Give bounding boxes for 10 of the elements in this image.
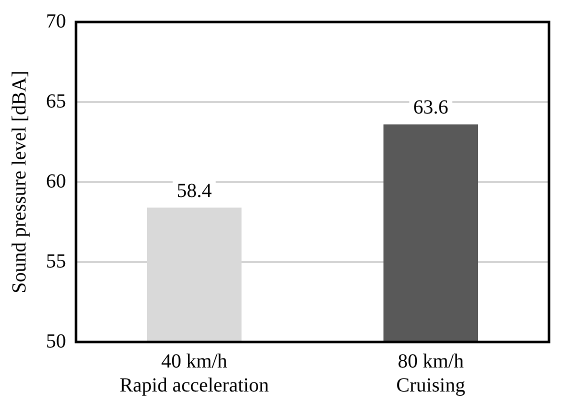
x-tick-label: 80 km/h Cruising [396, 350, 466, 396]
x-tick-label: 40 km/h Rapid acceleration [120, 350, 269, 396]
data-label: 58.4 [176, 180, 212, 202]
y-axis-title: Sound pressure level [dBA] [8, 70, 30, 294]
y-tick-label: 65 [46, 90, 66, 112]
y-tick-label: 55 [46, 250, 66, 272]
y-tick-label: 50 [46, 330, 66, 352]
data-label: 63.6 [413, 96, 448, 119]
y-tick-label: 60 [46, 170, 66, 192]
y-tick-label: 70 [46, 10, 66, 32]
